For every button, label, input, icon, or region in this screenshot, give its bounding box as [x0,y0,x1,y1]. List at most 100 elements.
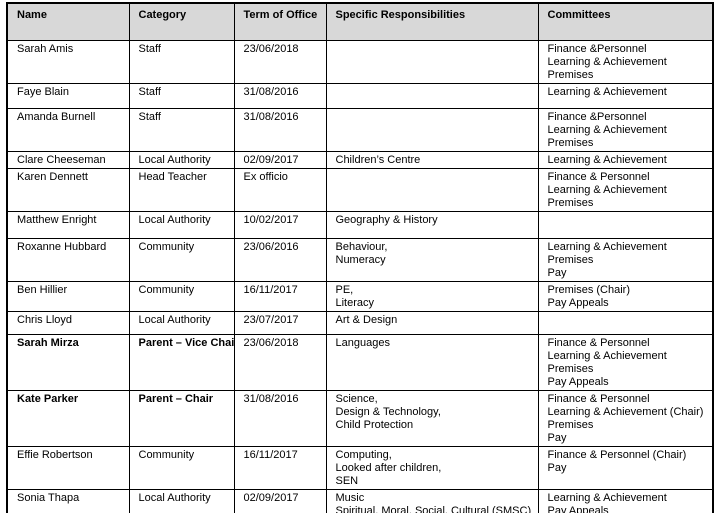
name-cell: Sarah Amis [6,40,130,84]
category-cell: Community [128,446,235,490]
committees-cell: Finance & Personnel Learning & Achievemen… [537,168,714,212]
cell-line: 02/09/2017 [243,154,299,166]
cell-line: Premises [547,419,594,431]
cell-line: 23/06/2018 [243,43,299,55]
cell-line: Geography & History [335,214,438,226]
cell-line: Sarah Mirza [17,337,79,349]
table-row: Sarah Mirza Parent – Vice Chair 23/06/2018… [6,334,714,391]
term-of-office-cell: 23/06/2018 [233,40,327,84]
cell-line: Learning & Achievement [547,124,667,136]
term-of-office-cell: 23/06/2018 [233,334,327,391]
committees-cell: Learning & Achievement Pay Appeals [537,489,714,513]
category-cell: Head Teacher [128,168,235,212]
table-row: Kate Parker Parent – Chair 31/08/2016 Scien… [6,390,714,447]
table-row: Amanda Burnell Staff 31/08/2016 Finance &Pe… [6,108,714,152]
committees-cell: Finance & Personnel Learning & Achievemen… [537,334,714,391]
cell-line: 10/02/2017 [243,214,299,226]
specific-responsibilities-cell: Behaviour, Numeracy [325,238,539,282]
committees-cell [537,211,714,239]
committees-cell: Finance & Personnel (Chair) Pay [537,446,714,490]
table-row: Ben Hillier Community 16/11/2017 PE, Literac… [6,281,714,312]
cell-line: Staff [138,86,161,98]
category-cell: Local Authority [128,311,235,335]
column-header-committees: Committees [537,2,714,41]
cell-line: 23/06/2018 [243,337,299,349]
category-cell: Local Authority [128,489,235,513]
cell-line: Finance & Personnel [547,171,650,183]
cell-line: Science, [335,393,378,405]
name-cell: Karen Dennett [6,168,130,212]
cell-line: Premises [547,254,594,266]
cell-line: Learning & Achievement [547,154,667,166]
category-cell: Parent – Chair [128,390,235,447]
cell-line: Kate Parker [17,393,79,405]
cell-line: Finance & Personnel [547,393,650,405]
name-cell: Effie Robertson [6,446,130,490]
cell-line: Matthew Enright [17,214,97,226]
name-cell: Faye Blain [6,83,130,109]
cell-line: Literacy [335,297,375,309]
column-header-specific-responsibilities: Specific Responsibilities [325,2,539,41]
specific-responsibilities-cell: Music Spiritual, Moral, Social, Cultural … [325,489,539,513]
cell-line: Clare Cheeseman [17,154,106,166]
cell-line: Local Authority [138,154,211,166]
table-body: Sarah Amis Staff 23/06/2018 Finance &Person… [6,40,714,513]
category-cell: Local Authority [128,151,235,169]
specific-responsibilities-cell [325,40,539,84]
cell-line: Finance & Personnel (Chair) [547,449,687,461]
cell-line: Learning & Achievement [547,350,667,362]
table-row: Matthew Enright Local Authority 10/02/2017… [6,211,714,239]
cell-line: Design & Technology, [335,406,441,418]
cell-line: Learning & Achievement [547,492,667,504]
cell-line: 23/07/2017 [243,314,299,326]
category-cell: Staff [128,83,235,109]
cell-line: Sonia Thapa [17,492,80,504]
term-of-office-cell: 02/09/2017 [233,489,327,513]
cell-line: Community [138,241,195,253]
cell-line: Pay Appeals [547,505,609,513]
specific-responsibilities-cell: Computing, Looked after children, SEN [325,446,539,490]
name-cell: Sonia Thapa [6,489,130,513]
category-cell: Community [128,281,235,312]
specific-responsibilities-cell: Art & Design [325,311,539,335]
specific-responsibilities-cell [325,168,539,212]
name-cell: Amanda Burnell [6,108,130,152]
specific-responsibilities-cell: Languages [325,334,539,391]
cell-line: Languages [335,337,390,349]
cell-line: Staff [138,111,161,123]
cell-line: Premises [547,137,594,149]
name-cell: Sarah Mirza [6,334,130,391]
header-row: Name Category Term of Office Specific Re… [6,2,714,41]
cell-line: 31/08/2016 [243,86,299,98]
cell-line: Local Authority [138,492,211,504]
cell-line: Numeracy [335,254,386,266]
cell-line: 16/11/2017 [243,284,298,296]
committees-cell: Finance & Personnel Learning & Achievemen… [537,390,714,447]
term-of-office-cell: 16/11/2017 [233,446,327,490]
cell-line: Community [138,284,195,296]
term-of-office-cell: 31/08/2016 [233,108,327,152]
term-of-office-cell: 23/07/2017 [233,311,327,335]
name-cell: Kate Parker [6,390,130,447]
column-header-category: Category [128,2,235,41]
cell-line: Pay Appeals [547,376,609,388]
cell-line: PE, [335,284,354,296]
cell-line: Behaviour, [335,241,388,253]
cell-line: Faye Blain [17,86,69,98]
cell-line: Learning & Achievement [547,56,667,68]
committees-cell: Learning & Achievement Premises Pay [537,238,714,282]
cell-line: Parent – Vice Chair [138,337,234,349]
table-row: Faye Blain Staff 31/08/2016 Learning & Achi… [6,83,714,109]
term-of-office-cell: 31/08/2016 [233,83,327,109]
cell-line: Spiritual, Moral, Social, Cultural (SMSC… [335,505,532,513]
term-of-office-cell: 23/06/2016 [233,238,327,282]
cell-line: Premises (Chair) [547,284,631,296]
cell-line: Pay Appeals [547,297,609,309]
cell-line: Ex officio [243,171,288,183]
category-cell: Staff [128,108,235,152]
specific-responsibilities-cell: Geography & History [325,211,539,239]
cell-line: Pay [547,432,567,444]
specific-responsibilities-cell [325,83,539,109]
table-row: Clare Cheeseman Local Authority 02/09/2017… [6,151,714,169]
